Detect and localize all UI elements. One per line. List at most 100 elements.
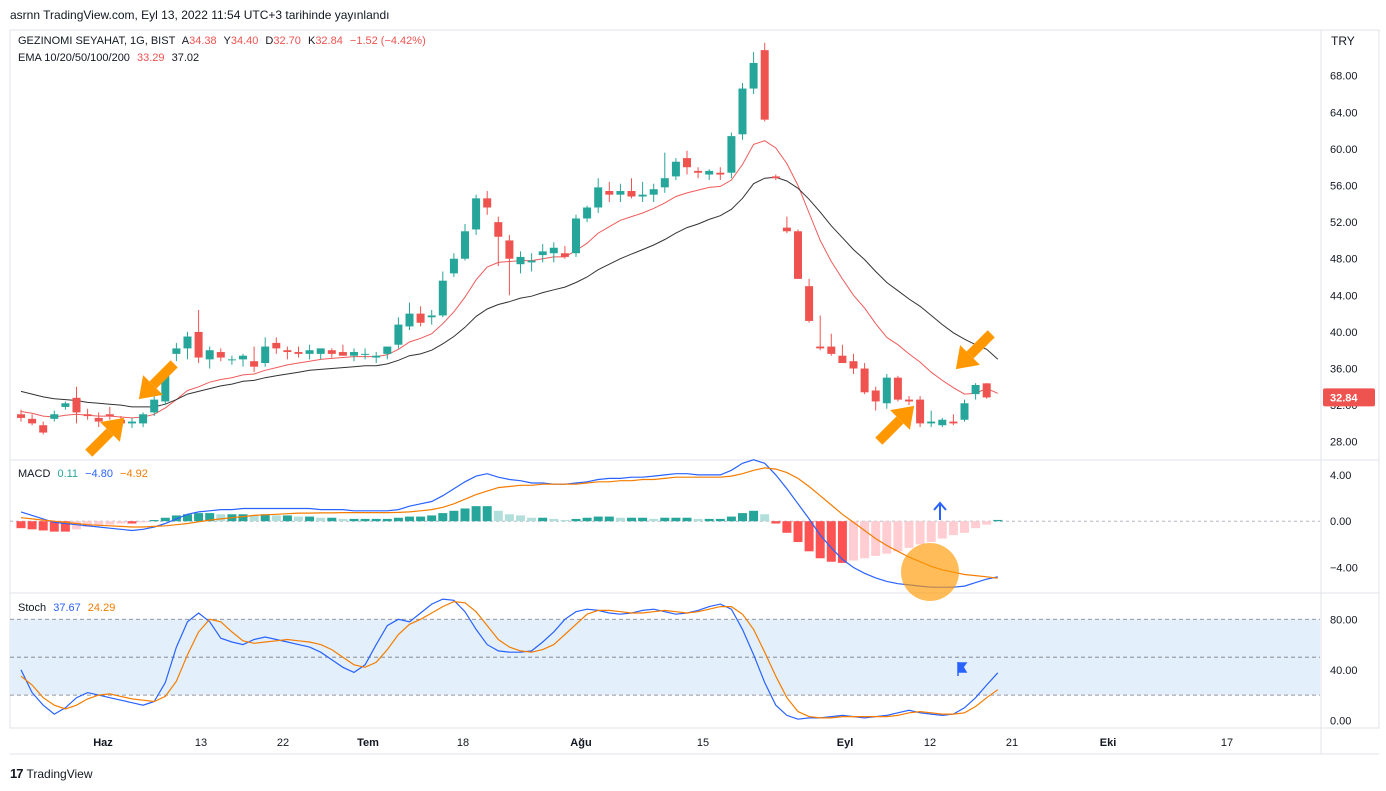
candle-body bbox=[916, 399, 925, 424]
arrow-up-left-1-shaft bbox=[85, 428, 114, 457]
macd-histogram-bar bbox=[660, 517, 670, 522]
macd-histogram-bar bbox=[860, 521, 870, 559]
candle-body bbox=[239, 355, 247, 360]
macd-histogram-bar bbox=[438, 513, 448, 522]
candle-body bbox=[128, 421, 136, 424]
change-value: −1.52 (−4.42%) bbox=[349, 35, 426, 47]
candle-body bbox=[882, 377, 891, 404]
price-tick-label: 60.00 bbox=[1330, 144, 1358, 156]
candle-body bbox=[971, 384, 980, 395]
price-tick-label: 52.00 bbox=[1330, 217, 1358, 229]
macd-histogram-bar bbox=[826, 521, 836, 562]
macd-histogram-bar bbox=[704, 518, 714, 522]
stoch-flag-icon bbox=[957, 662, 968, 676]
arrow-up-left-1-head bbox=[100, 417, 125, 442]
candle-body bbox=[338, 352, 347, 356]
candle-body bbox=[616, 191, 625, 195]
macd-label: MACD bbox=[18, 468, 51, 480]
candle-body bbox=[416, 313, 425, 323]
candle-body bbox=[849, 361, 858, 369]
macd-histogram-bar bbox=[993, 519, 1003, 522]
candle-body bbox=[105, 414, 114, 417]
arrow-up-right-2 bbox=[875, 405, 915, 445]
macd-histogram-bar bbox=[460, 508, 470, 522]
candle-body bbox=[638, 194, 647, 197]
candle-body bbox=[572, 218, 580, 254]
candle-body bbox=[205, 350, 214, 360]
candle-body bbox=[161, 370, 170, 402]
arrow-up-right-2-shaft bbox=[875, 416, 904, 445]
time-tick-label: 18 bbox=[457, 737, 469, 749]
symbol-name: GEZINOMI SEYAHAT, 1G, BIST bbox=[18, 35, 176, 47]
ema-line-2 bbox=[20, 176, 999, 408]
candle-body bbox=[383, 346, 392, 354]
price-tick-label: 40.00 bbox=[1330, 327, 1358, 339]
candle-body bbox=[805, 286, 814, 321]
candle-body bbox=[83, 414, 92, 417]
price-tick-label: 44.00 bbox=[1330, 290, 1358, 302]
candle-body bbox=[183, 336, 192, 349]
candle-body bbox=[738, 88, 747, 135]
candle-body bbox=[749, 62, 758, 89]
macd-histogram-bar bbox=[538, 517, 548, 522]
macd-histogram-bar bbox=[693, 518, 703, 522]
macd-histogram-bar bbox=[216, 514, 226, 522]
macd-histogram-bar bbox=[715, 518, 725, 522]
stoch-tick-label: 0.00 bbox=[1330, 715, 1351, 727]
macd-histogram-bar bbox=[38, 521, 48, 531]
macd-tick-label: 0.00 bbox=[1330, 516, 1351, 528]
macd-histogram-bar bbox=[948, 521, 958, 536]
macd-histogram-bar bbox=[982, 521, 992, 525]
macd-histogram-bar bbox=[926, 521, 936, 543]
time-tick-label: 22 bbox=[277, 737, 289, 749]
macd-histogram-bar bbox=[449, 510, 459, 522]
macd-histogram-bar bbox=[371, 518, 381, 522]
macd-signal-value: −4.92 bbox=[120, 468, 148, 480]
macd-histogram-bar bbox=[560, 520, 570, 522]
candle-body bbox=[527, 260, 536, 263]
candle-body bbox=[505, 240, 514, 259]
macd-histogram-bar bbox=[382, 518, 392, 522]
macd-histogram-bar bbox=[360, 518, 370, 522]
candle-body bbox=[960, 403, 969, 420]
macd-histogram-bar bbox=[127, 521, 137, 524]
macd-histogram-bar bbox=[183, 514, 192, 522]
arrow-down-left-1 bbox=[138, 360, 178, 400]
time-tick-label: 21 bbox=[1006, 737, 1018, 749]
candle-body bbox=[150, 399, 159, 413]
macd-histogram-bar bbox=[738, 513, 747, 522]
macd-histogram-bar bbox=[116, 521, 126, 524]
time-tick-label: Eyl bbox=[837, 737, 854, 749]
macd-histogram-bar bbox=[837, 521, 847, 563]
macd-histogram-bar bbox=[482, 506, 492, 522]
ema-value-2: 37.02 bbox=[171, 52, 200, 64]
candle-body bbox=[671, 161, 680, 177]
macd-histogram-bar bbox=[604, 516, 614, 522]
macd-signal-line bbox=[20, 467, 998, 579]
time-tick-label: 12 bbox=[924, 737, 936, 749]
macd-macd-line bbox=[20, 459, 998, 588]
macd-histogram-bar bbox=[327, 517, 337, 522]
macd-histogram-bar bbox=[416, 516, 426, 522]
price-tick-label: 28.00 bbox=[1330, 437, 1358, 449]
macd-histogram-bar bbox=[749, 510, 759, 522]
candle-body bbox=[860, 368, 869, 393]
macd-histogram-bar bbox=[593, 516, 603, 522]
macd-histogram-bar bbox=[638, 517, 648, 522]
macd-histogram-bar bbox=[582, 517, 592, 522]
ema-legend: EMA 10/20/50/100/200 33.29 37.02 bbox=[18, 52, 203, 64]
candle-body bbox=[472, 198, 481, 230]
candle-body bbox=[560, 253, 569, 257]
macd-histogram-bar bbox=[971, 521, 981, 529]
macd-histogram-bar bbox=[94, 521, 104, 526]
ema-label: EMA 10/20/50/100/200 bbox=[18, 52, 130, 64]
candle-body bbox=[72, 397, 81, 413]
time-tick-label: 13 bbox=[195, 737, 207, 749]
candle-body bbox=[727, 136, 736, 173]
price-tick-label: 36.00 bbox=[1330, 364, 1358, 376]
macd-histogram-bar bbox=[294, 516, 303, 522]
candle-body bbox=[461, 231, 469, 259]
macd-tick-label: 4.00 bbox=[1330, 470, 1351, 482]
arrow-down-right-2 bbox=[955, 330, 995, 370]
